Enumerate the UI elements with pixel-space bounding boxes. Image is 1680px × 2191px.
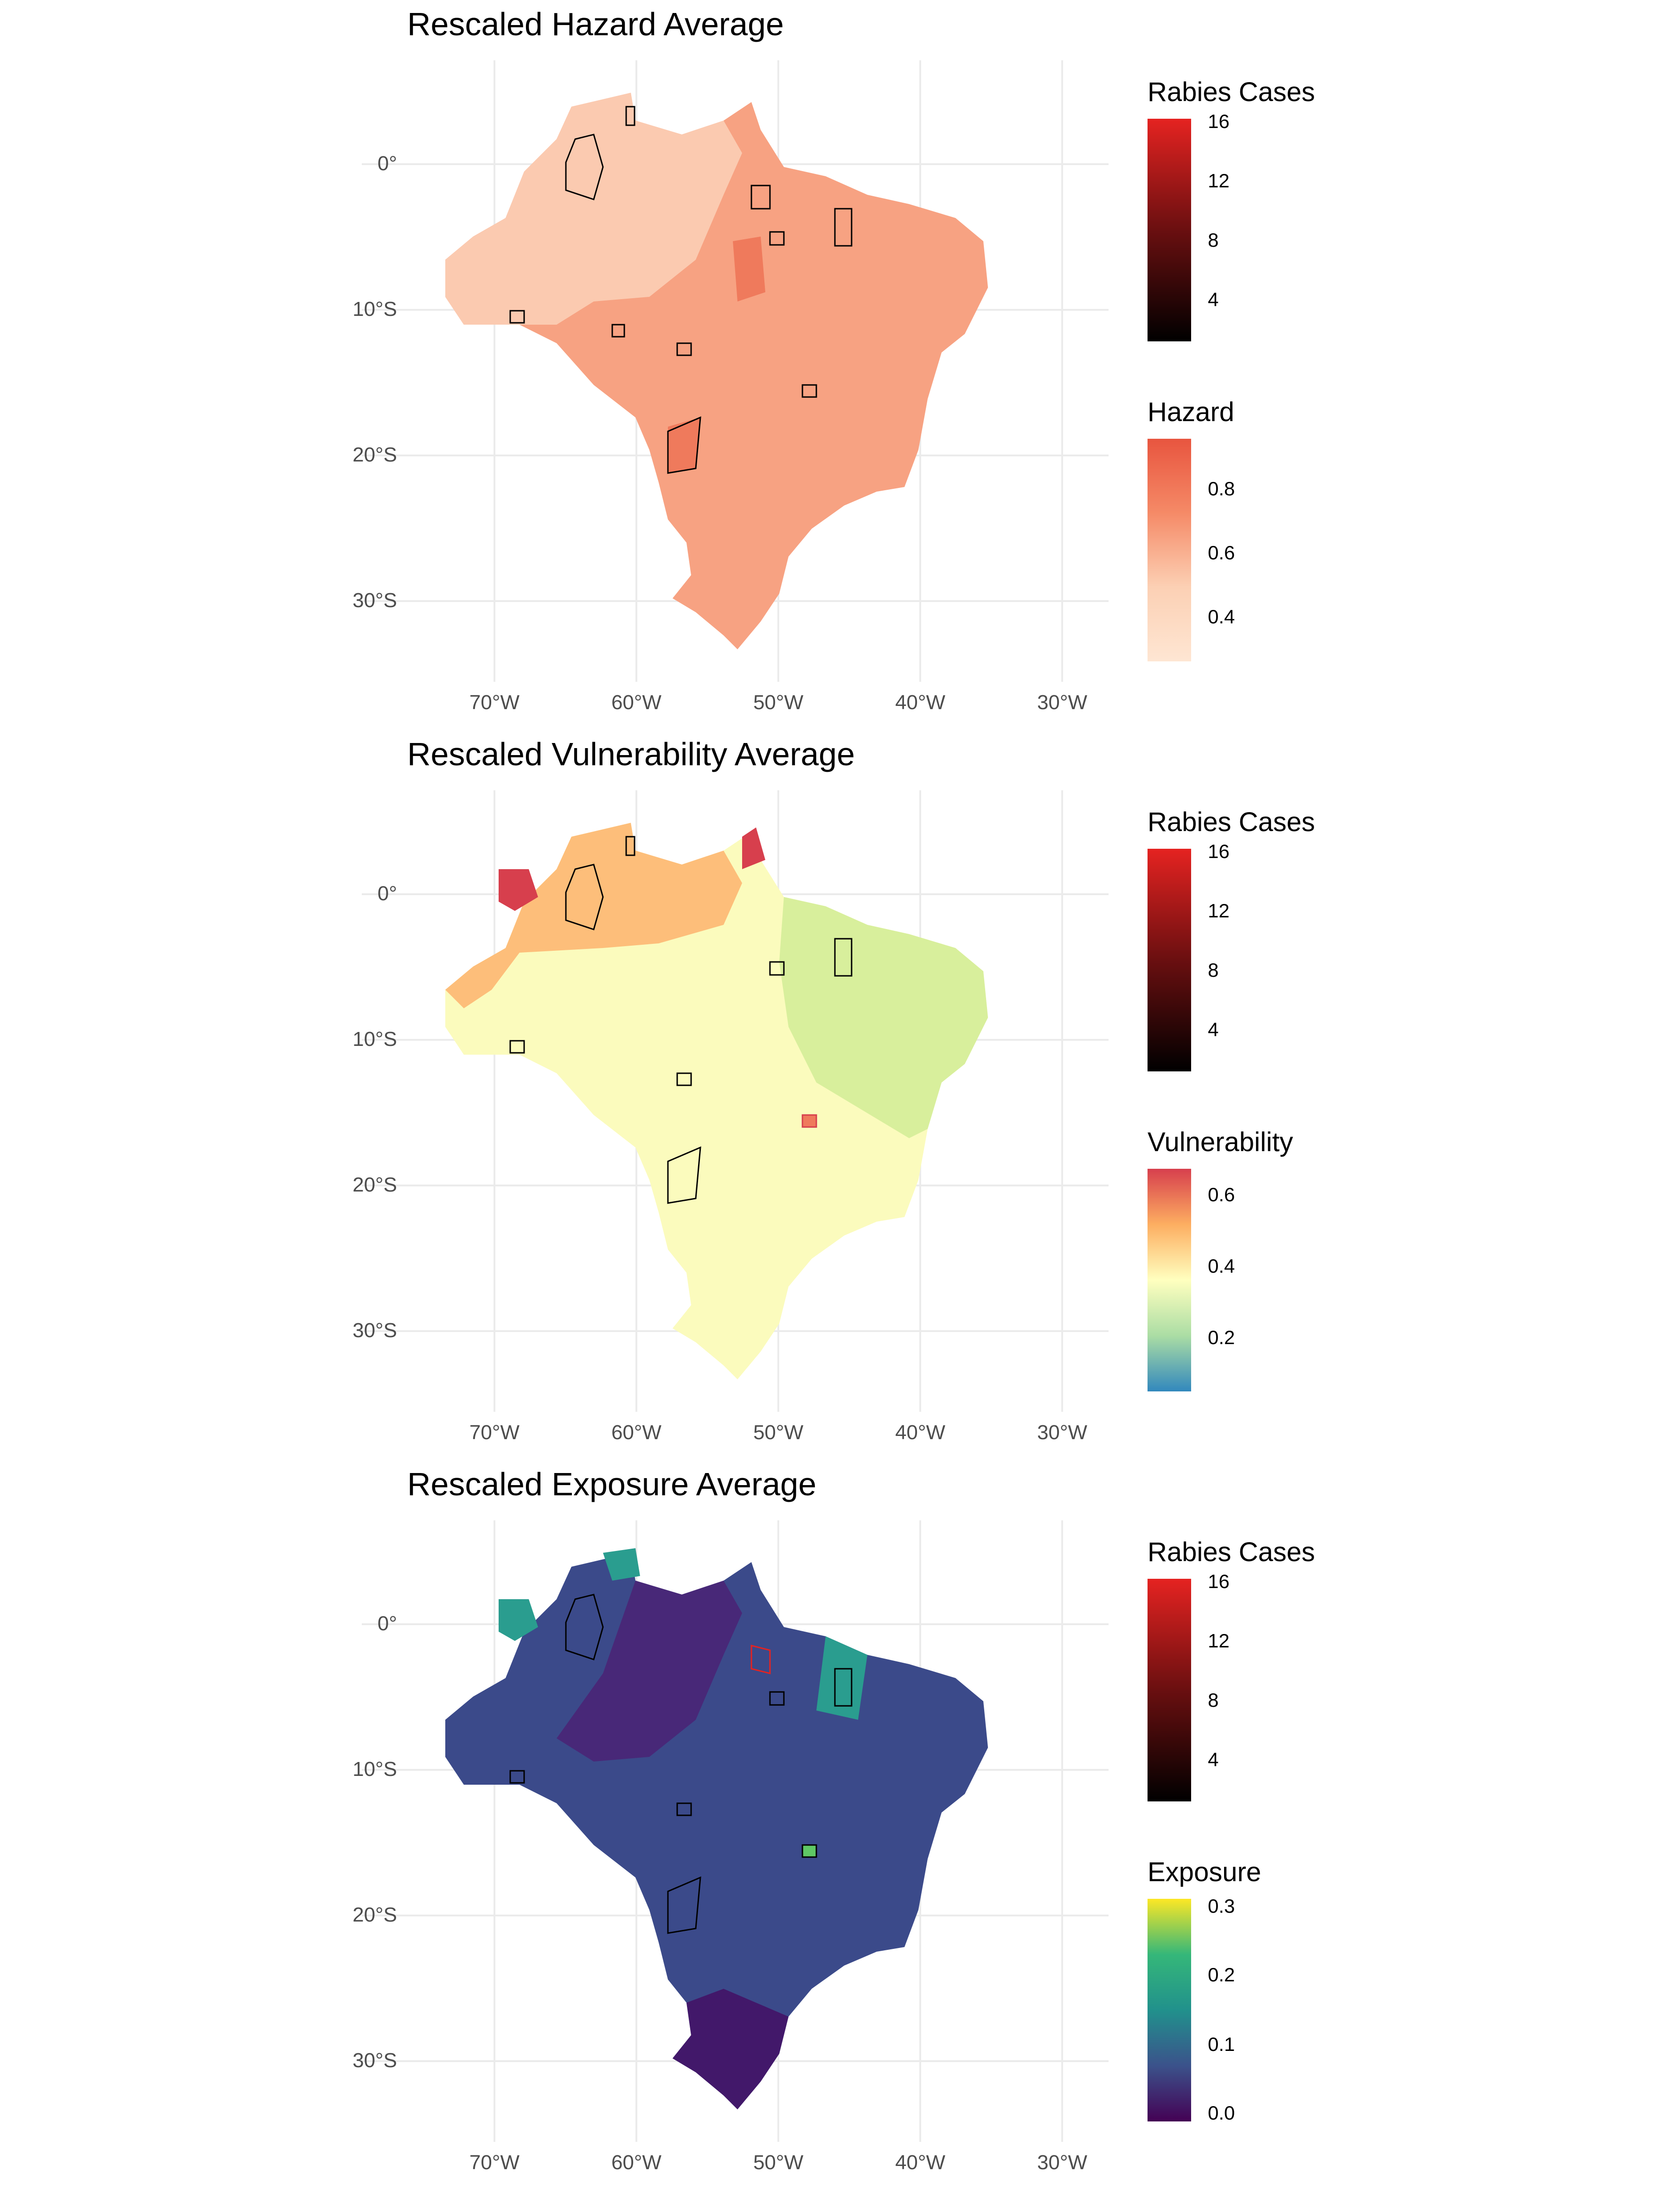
rabies-case-outlines bbox=[509, 106, 853, 474]
hotspot-region bbox=[733, 237, 765, 301]
east-region bbox=[779, 897, 988, 1138]
y-tick-label: 0° bbox=[377, 1612, 397, 1635]
cases-legend-label: 8 bbox=[1208, 1689, 1219, 1711]
y-tick-label: 0° bbox=[377, 882, 397, 905]
cases-colorbar bbox=[1148, 119, 1191, 341]
x-tick-label: 70°W bbox=[469, 1421, 520, 1444]
x-tick-label: 60°W bbox=[611, 691, 662, 714]
y-tick-label: 20°S bbox=[353, 1173, 397, 1196]
x-tick-label: 50°W bbox=[753, 691, 804, 714]
x-tick-label: 70°W bbox=[469, 2151, 520, 2174]
fill-legend-title: Vulnerability bbox=[1148, 1127, 1293, 1157]
south-region bbox=[673, 1989, 789, 2109]
cases-legend-label: 4 bbox=[1208, 1749, 1219, 1770]
y-tick-label: 30°S bbox=[353, 1319, 397, 1342]
cases-legend-label: 16 bbox=[1208, 1570, 1230, 1592]
fill-legend-label: 0.0 bbox=[1208, 2102, 1235, 2124]
cases-legend-label: 12 bbox=[1208, 1630, 1230, 1652]
vulnerability-panel: Rescaled Vulnerability Average 0° 10°S 2… bbox=[0, 730, 1680, 1460]
cases-legend-label: 16 bbox=[1208, 110, 1230, 132]
high-vulnerability-region bbox=[499, 869, 538, 911]
high-exposure-region bbox=[499, 1599, 538, 1641]
fill-legend-label: 0.4 bbox=[1208, 606, 1235, 628]
y-tick-label: 30°S bbox=[353, 589, 397, 612]
cases-legend-label: 8 bbox=[1208, 229, 1219, 251]
x-tick-label: 50°W bbox=[753, 1421, 804, 1444]
hazard-map-plot bbox=[362, 60, 1109, 682]
vulnerability-colorbar bbox=[1148, 1169, 1191, 1391]
vulnerability-map-plot bbox=[362, 790, 1109, 1412]
exposure-map-plot bbox=[362, 1520, 1109, 2142]
cases-legend-title: Rabies Cases bbox=[1148, 807, 1315, 837]
fill-legend-label: 0.2 bbox=[1208, 1964, 1235, 1986]
rabies-case-outlines bbox=[509, 1594, 853, 1934]
x-tick-label: 40°W bbox=[895, 2151, 946, 2174]
cases-legend-label: 8 bbox=[1208, 959, 1219, 981]
cases-legend-label: 4 bbox=[1208, 1019, 1219, 1040]
fill-legend-label: 0.3 bbox=[1208, 1895, 1235, 1917]
north-region bbox=[557, 1581, 742, 1762]
y-tick-label: 10°S bbox=[353, 298, 397, 320]
high-exposure-region bbox=[603, 1548, 640, 1581]
cases-legend-label: 12 bbox=[1208, 900, 1230, 922]
x-tick-label: 40°W bbox=[895, 691, 946, 714]
fill-legend-label: 0.6 bbox=[1208, 542, 1235, 564]
fill-legend-title: Exposure bbox=[1148, 1857, 1262, 1887]
cases-legend-label: 12 bbox=[1208, 170, 1230, 192]
fill-legend-label: 0.6 bbox=[1208, 1184, 1235, 1205]
hazard-colorbar bbox=[1148, 439, 1191, 661]
north-region bbox=[445, 823, 742, 1008]
panel-title: Rescaled Exposure Average bbox=[407, 1466, 817, 1502]
hazard-panel: Rescaled Hazard Average 0° 10°S 20°S 30°… bbox=[0, 0, 1680, 730]
x-tick-label: 60°W bbox=[611, 1421, 662, 1444]
x-tick-label: 30°W bbox=[1037, 1421, 1088, 1444]
x-tick-label: 30°W bbox=[1037, 691, 1088, 714]
exposure-panel: Rescaled Exposure Average 0° 10°S 20°S 3… bbox=[0, 1460, 1680, 2190]
cases-legend-title: Rabies Cases bbox=[1148, 1537, 1315, 1567]
exposure-colorbar bbox=[1148, 1899, 1191, 2121]
fill-legend-label: 0.1 bbox=[1208, 2033, 1235, 2055]
high-exposure-region bbox=[816, 1636, 867, 1720]
y-tick-label: 20°S bbox=[353, 443, 397, 466]
x-tick-label: 60°W bbox=[611, 2151, 662, 2174]
x-tick-label: 50°W bbox=[753, 2151, 804, 2174]
cases-legend-title: Rabies Cases bbox=[1148, 77, 1315, 107]
x-tick-label: 40°W bbox=[895, 1421, 946, 1444]
y-tick-label: 10°S bbox=[353, 1028, 397, 1051]
rabies-case-outlines bbox=[509, 836, 853, 1204]
fill-legend-label: 0.4 bbox=[1208, 1255, 1235, 1277]
hotspot-region bbox=[668, 417, 700, 473]
panel-title: Rescaled Vulnerability Average bbox=[407, 736, 855, 772]
north-region bbox=[445, 93, 742, 325]
y-tick-label: 10°S bbox=[353, 1758, 397, 1781]
cases-colorbar bbox=[1148, 849, 1191, 1071]
y-tick-label: 0° bbox=[377, 152, 397, 175]
y-tick-label: 20°S bbox=[353, 1903, 397, 1926]
fill-legend-title: Hazard bbox=[1148, 397, 1234, 427]
high-vulnerability-region bbox=[742, 827, 765, 869]
x-tick-label: 30°W bbox=[1037, 2151, 1088, 2174]
cases-colorbar bbox=[1148, 1579, 1191, 1801]
fill-legend-label: 0.8 bbox=[1208, 478, 1235, 500]
x-tick-label: 70°W bbox=[469, 691, 520, 714]
panel-title: Rescaled Hazard Average bbox=[407, 6, 784, 42]
cases-legend-label: 16 bbox=[1208, 840, 1230, 862]
fill-legend-label: 0.2 bbox=[1208, 1326, 1235, 1348]
cases-legend-label: 4 bbox=[1208, 288, 1219, 310]
y-tick-label: 30°S bbox=[353, 2049, 397, 2072]
